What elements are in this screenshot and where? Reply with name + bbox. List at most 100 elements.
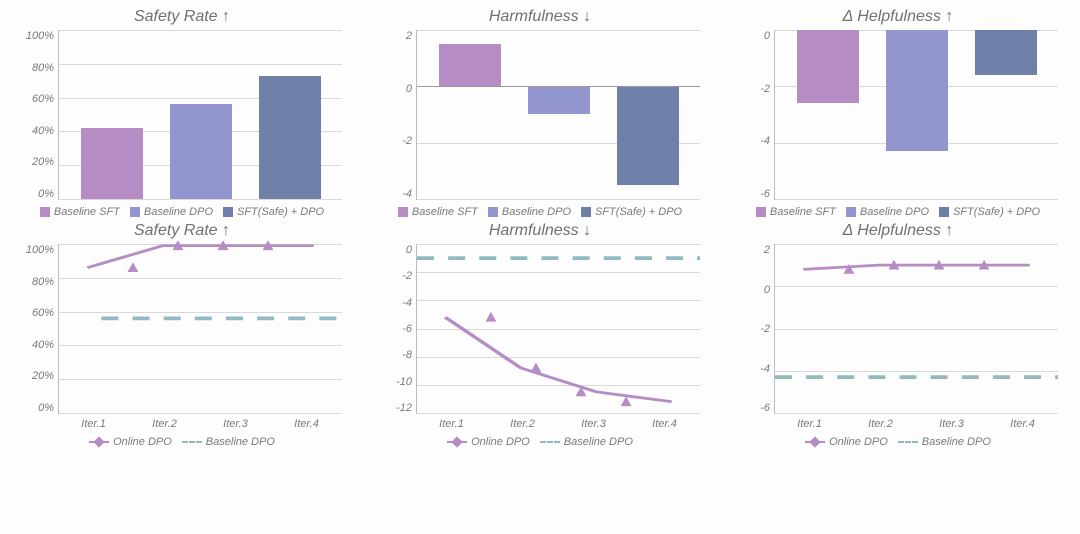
legend-item: Baseline SFT bbox=[756, 206, 836, 218]
y-axis: 100%80%60%40%20%0% bbox=[22, 244, 58, 414]
bar-legend: Baseline SFTBaseline DPOSFT(Safe) + DPO bbox=[40, 206, 324, 218]
legend-item: Baseline DPO bbox=[540, 436, 633, 448]
plot-area bbox=[774, 244, 1058, 414]
triangle-marker bbox=[843, 264, 854, 274]
x-axis: Iter.1Iter.2Iter.3Iter.4 bbox=[416, 414, 700, 430]
legend-label: Baseline DPO bbox=[206, 436, 275, 448]
plot-area bbox=[774, 30, 1058, 200]
bar bbox=[797, 30, 859, 199]
triangle-marker bbox=[934, 260, 945, 270]
marker-svg bbox=[59, 244, 342, 413]
legend-label: SFT(Safe) + DPO bbox=[595, 206, 682, 218]
y-tick-label: -2 bbox=[402, 270, 412, 282]
legend-swatch bbox=[756, 207, 766, 217]
plot-area bbox=[416, 30, 700, 200]
panel-r1c2: Harmfulness ↓ 20-2-4 Baseline SFTBaselin… bbox=[370, 8, 710, 218]
plot-area bbox=[58, 244, 342, 414]
y-tick-label: -6 bbox=[760, 188, 770, 200]
panel-title: Harmfulness ↓ bbox=[489, 8, 591, 26]
y-tick-label: 40% bbox=[32, 125, 54, 137]
legend-label: Baseline SFT bbox=[54, 206, 120, 218]
line-legend: Online DPO Baseline DPO bbox=[447, 436, 633, 448]
triangle-marker bbox=[621, 396, 632, 406]
bar bbox=[886, 30, 948, 199]
legend-item: Baseline DPO bbox=[898, 436, 991, 448]
y-tick-label: 0 bbox=[406, 83, 412, 95]
triangle-marker bbox=[127, 262, 138, 272]
legend-label: SFT(Safe) + DPO bbox=[237, 206, 324, 218]
y-tick-label: -6 bbox=[760, 402, 770, 414]
triangle-marker bbox=[173, 240, 184, 250]
x-tick-label: Iter.2 bbox=[510, 418, 535, 430]
bar bbox=[170, 30, 232, 199]
legend-item: SFT(Safe) + DPO bbox=[223, 206, 324, 218]
y-tick-label: -4 bbox=[402, 188, 412, 200]
legend-item: Online DPO bbox=[805, 436, 888, 448]
legend-label: Baseline SFT bbox=[770, 206, 836, 218]
triangle-marker bbox=[218, 240, 229, 250]
y-axis: 20-2-4-6 bbox=[738, 244, 774, 414]
y-axis: 20-2-4 bbox=[380, 30, 416, 200]
triangle-marker bbox=[979, 260, 990, 270]
legend-item: SFT(Safe) + DPO bbox=[939, 206, 1040, 218]
x-axis: Iter.1Iter.2Iter.3Iter.4 bbox=[774, 414, 1058, 430]
x-tick-label: Iter.4 bbox=[1010, 418, 1035, 430]
bar bbox=[975, 30, 1037, 199]
legend-item: Online DPO bbox=[447, 436, 530, 448]
legend-item: Baseline DPO bbox=[846, 206, 929, 218]
y-tick-label: 2 bbox=[406, 30, 412, 42]
y-tick-label: -2 bbox=[760, 323, 770, 335]
panel-title: Safety Rate ↑ bbox=[134, 8, 230, 26]
y-tick-label: -6 bbox=[402, 323, 412, 335]
y-tick-label: 0% bbox=[38, 188, 54, 200]
panel-title: Δ Helpfulness ↑ bbox=[843, 8, 954, 26]
legend-label: Online DPO bbox=[829, 436, 888, 448]
y-tick-label: 20% bbox=[32, 370, 54, 382]
y-axis: 0-2-4-6-8-10-12 bbox=[380, 244, 416, 414]
bar bbox=[81, 30, 143, 199]
bar bbox=[528, 30, 590, 199]
y-tick-label: 0 bbox=[764, 30, 770, 42]
plot-area bbox=[58, 30, 342, 200]
chart-grid: Safety Rate ↑ 100%80%60%40%20%0% Baselin… bbox=[12, 8, 1068, 448]
legend-item: Baseline DPO bbox=[182, 436, 275, 448]
y-tick-label: 20% bbox=[32, 156, 54, 168]
bar-legend: Baseline SFT Baseline DPO SFT(Safe) + DPO bbox=[398, 206, 682, 218]
marker-svg bbox=[417, 244, 700, 413]
panel-title: Δ Helpfulness ↑ bbox=[843, 222, 954, 240]
bar bbox=[259, 30, 321, 199]
y-tick-label: 0 bbox=[406, 244, 412, 256]
y-tick-label: 80% bbox=[32, 276, 54, 288]
y-axis: 100%80%60%40%20%0% bbox=[22, 30, 58, 200]
legend-label: Online DPO bbox=[471, 436, 530, 448]
legend-swatch bbox=[40, 207, 50, 217]
x-tick-label: Iter.4 bbox=[652, 418, 677, 430]
panel-r1c3: Δ Helpfulness ↑ 0-2-4-6 Baseline SFTBase… bbox=[728, 8, 1068, 218]
marker-svg bbox=[775, 244, 1058, 413]
legend-label: Baseline SFT bbox=[412, 206, 478, 218]
y-tick-label: -2 bbox=[760, 83, 770, 95]
panel-title: Harmfulness ↓ bbox=[489, 222, 591, 240]
bar-legend: Baseline SFT Baseline DPO SFT(Safe) + DPO bbox=[756, 206, 1040, 218]
triangle-marker bbox=[531, 363, 542, 373]
triangle-marker bbox=[889, 260, 900, 270]
triangle-marker bbox=[576, 386, 587, 396]
x-tick-label: Iter.1 bbox=[797, 418, 822, 430]
legend-swatch bbox=[488, 207, 498, 217]
y-tick-label: -10 bbox=[396, 376, 412, 388]
legend-label: Baseline DPO bbox=[860, 206, 929, 218]
x-tick-label: Iter.4 bbox=[294, 418, 319, 430]
chart-area: 20-2-4-6 bbox=[738, 244, 1058, 414]
legend-item: Baseline DPO bbox=[488, 206, 571, 218]
triangle-marker bbox=[263, 240, 274, 250]
y-tick-label: 40% bbox=[32, 339, 54, 351]
legend-item: SFT(Safe) + DPO bbox=[581, 206, 682, 218]
y-tick-label: 80% bbox=[32, 62, 54, 74]
y-tick-label: 60% bbox=[32, 307, 54, 319]
legend-swatch bbox=[223, 207, 233, 217]
x-tick-label: Iter.3 bbox=[939, 418, 964, 430]
panel-r2c2: Harmfulness ↓ 0-2-4-6-8-10-12 Iter.1Iter… bbox=[370, 222, 710, 448]
x-tick-label: Iter.2 bbox=[152, 418, 177, 430]
legend-label: SFT(Safe) + DPO bbox=[953, 206, 1040, 218]
y-axis: 0-2-4-6 bbox=[738, 30, 774, 200]
